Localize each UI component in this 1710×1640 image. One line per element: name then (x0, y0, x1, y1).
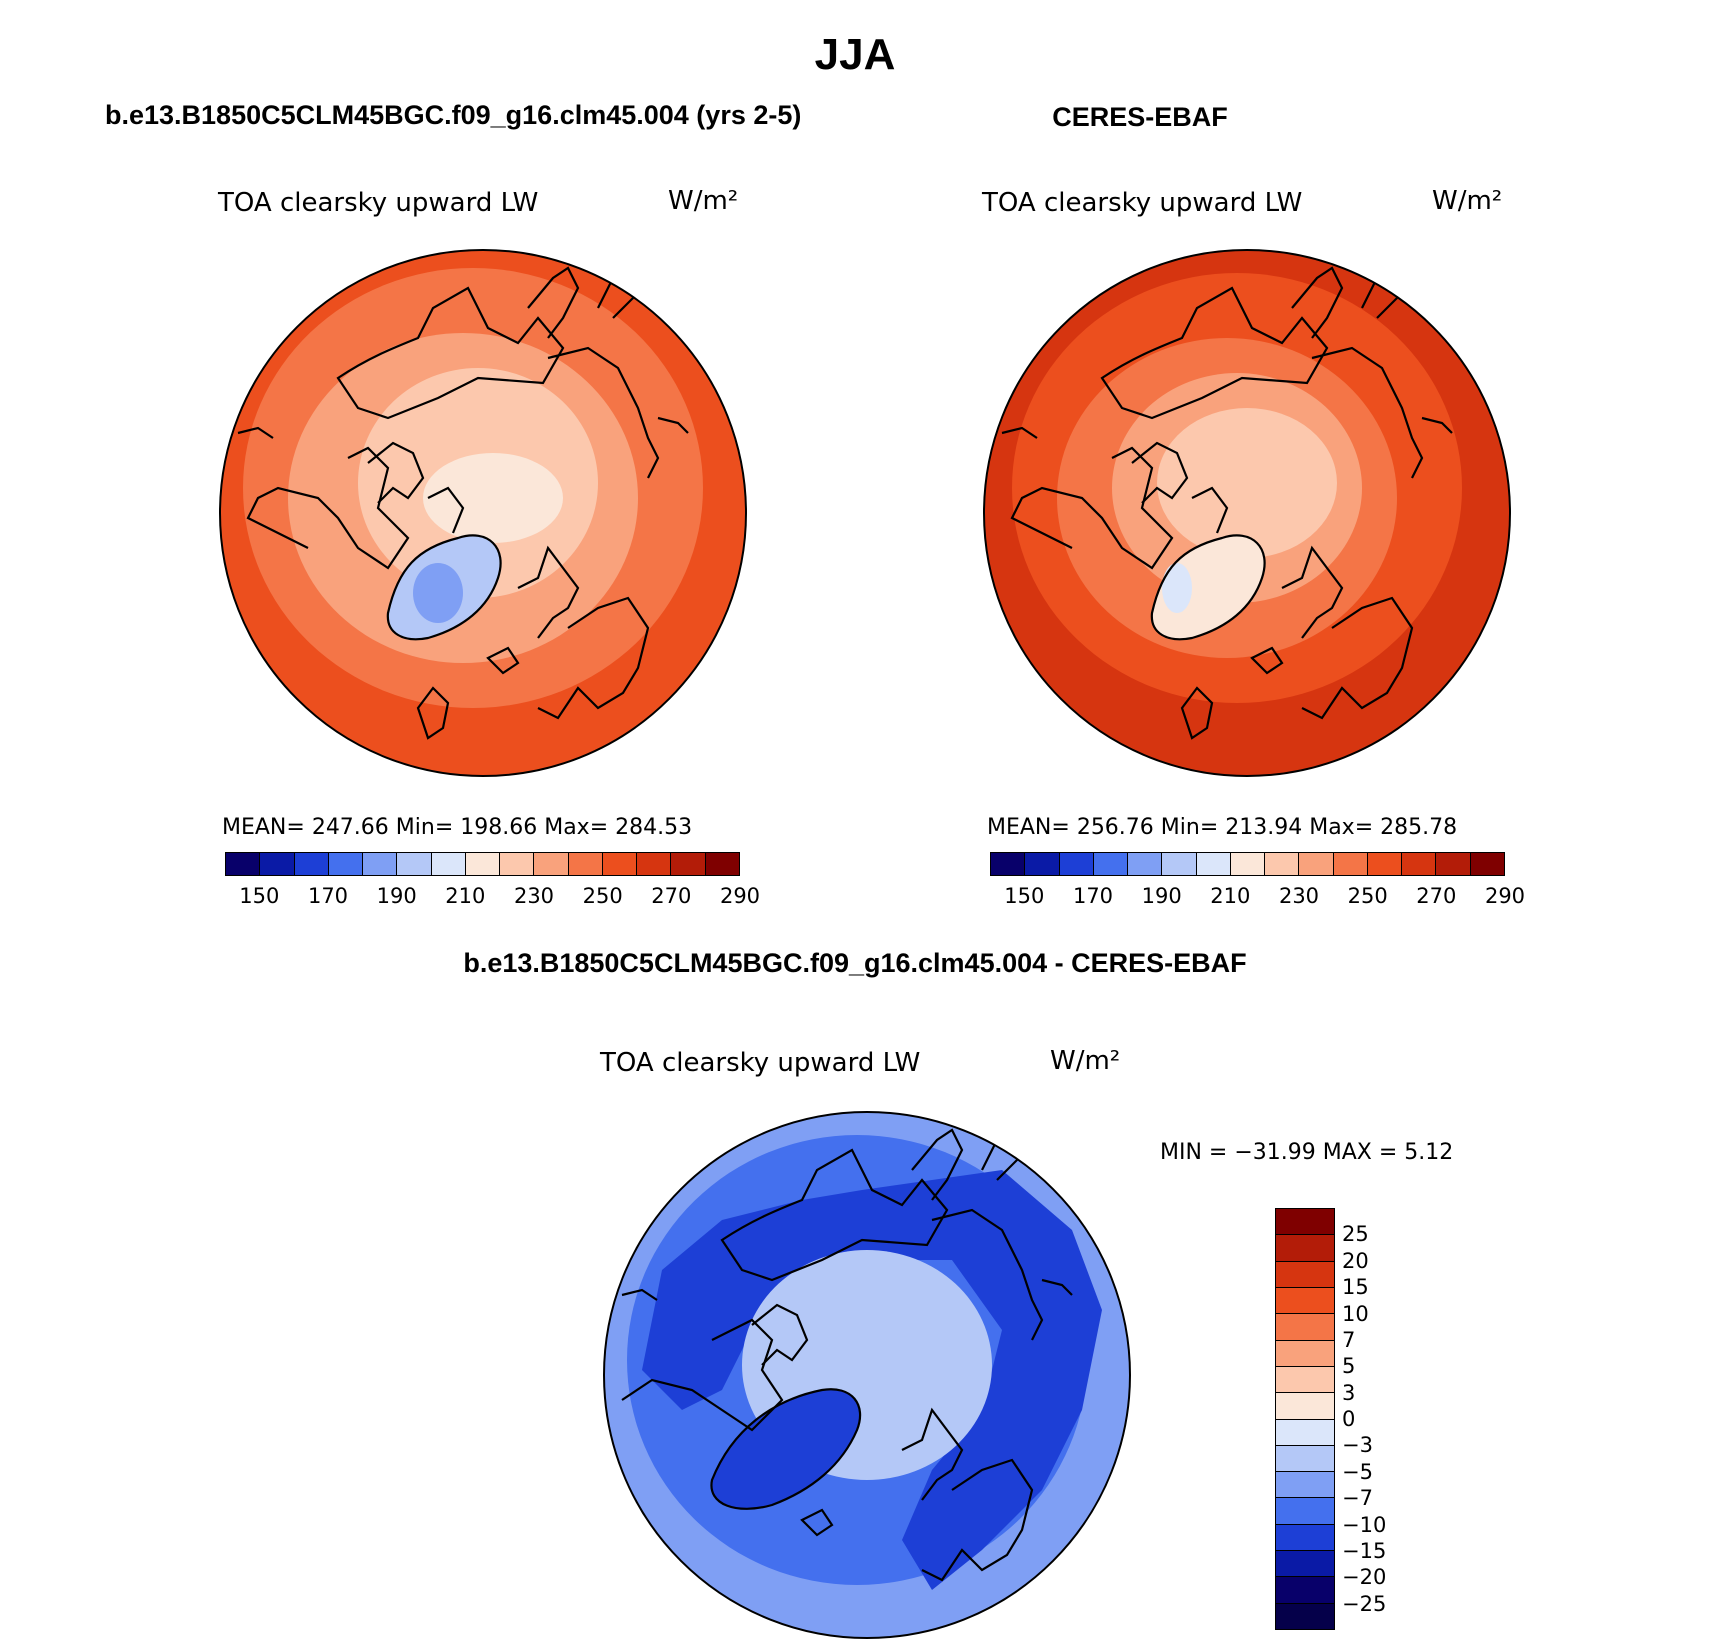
obs-colorbar (990, 852, 1505, 876)
obs-colorbar-swatch (1162, 853, 1197, 875)
diff-colorbar-tick-label: 5 (1342, 1354, 1356, 1379)
diff-colorbar-tick-label: −3 (1342, 1433, 1373, 1458)
model-colorbar-tick-label: 170 (307, 884, 349, 908)
diff-colorbar-swatch (1276, 1419, 1334, 1446)
model-polar-map (219, 249, 747, 777)
diff-colorbar-tick-label: −7 (1342, 1486, 1373, 1511)
obs-colorbar-tick-label: 250 (1347, 884, 1388, 908)
obs-colorbar-swatch (1059, 853, 1094, 875)
obs-colorbar-swatch (1470, 853, 1504, 875)
diff-colorbar-swatch (1276, 1524, 1334, 1552)
model-colorbar-swatch (671, 853, 706, 875)
model-stats: MEAN= 247.66 Min= 198.66 Max= 284.53 (222, 815, 693, 840)
diff-colorbar-tick-label: 10 (1342, 1301, 1369, 1326)
model-colorbar-labels: 150 170 190 210 230 250 270 290 (225, 884, 760, 910)
model-colorbar-swatch (431, 853, 466, 875)
model-units-label: W/m² (668, 186, 739, 216)
diff-colorbar-tick-label: 15 (1342, 1275, 1369, 1300)
diff-polar-map (603, 1111, 1131, 1639)
model-colorbar-swatch (260, 853, 295, 875)
diff-colorbar-tick-label: 20 (1342, 1248, 1369, 1273)
obs-colorbar-tick-label: 150 (1004, 884, 1045, 908)
obs-colorbar-tick-label: 270 (1416, 884, 1457, 908)
diff-colorbar-swatch (1276, 1498, 1334, 1525)
obs-stats: MEAN= 256.76 Min= 213.94 Max= 285.78 (987, 815, 1458, 840)
diff-colorbar-swatch (1276, 1261, 1334, 1288)
model-panel-header: b.e13.B1850C5CLM45BGC.f09_g16.clm45.004 … (105, 100, 802, 130)
diff-colorbar-swatch (1276, 1340, 1334, 1367)
main-title: JJA (814, 30, 896, 79)
obs-units-label: W/m² (1432, 186, 1503, 216)
model-colorbar-tick-label: 150 (239, 884, 280, 908)
diff-colorbar-swatch (1276, 1577, 1334, 1604)
model-colorbar-tick-label: 270 (651, 884, 692, 908)
diff-colorbar-swatch (1276, 1551, 1334, 1578)
diff-colorbar-tick-label: −20 (1342, 1565, 1387, 1590)
obs-colorbar-labels: 150 170 190 210 230 250 270 290 (990, 884, 1525, 910)
model-colorbar-swatch (397, 853, 432, 875)
diff-colorbar-swatch (1276, 1445, 1334, 1473)
diff-units-label: W/m² (1050, 1046, 1121, 1076)
model-colorbar-swatch (328, 853, 364, 875)
diff-variable-label: TOA clearsky upward LW (600, 1048, 921, 1078)
obs-colorbar-tick-label: 290 (1484, 884, 1526, 908)
obs-colorbar-swatch (1196, 853, 1231, 875)
obs-polar-map (983, 249, 1511, 777)
obs-colorbar-tick-label: 230 (1278, 884, 1320, 908)
diff-colorbar-tick-label: 7 (1342, 1327, 1356, 1352)
diff-colorbar-swatch (1276, 1235, 1334, 1262)
model-colorbar-swatch (568, 853, 603, 875)
diff-colorbar-tick-label: −5 (1342, 1459, 1373, 1484)
diff-colorbar-swatch (1276, 1366, 1334, 1394)
obs-colorbar-swatch (1367, 853, 1403, 875)
model-colorbar-swatch (637, 853, 672, 875)
model-colorbar-swatch (465, 853, 501, 875)
model-variable-label: TOA clearsky upward LW (218, 188, 539, 218)
model-colorbar-swatch (363, 853, 398, 875)
diff-colorbar-swatch (1276, 1603, 1334, 1629)
obs-colorbar-swatch (1093, 853, 1129, 875)
diff-colorbar-tick-label: 0 (1342, 1407, 1356, 1431)
obs-colorbar-swatch (1230, 853, 1266, 875)
diff-colorbar-tick-label: −10 (1342, 1512, 1387, 1537)
model-colorbar-tick-label: 190 (376, 884, 417, 908)
obs-colorbar-tick-label: 170 (1072, 884, 1114, 908)
diff-stats: MIN = −31.99 MAX = 5.12 (1160, 1140, 1454, 1165)
diff-colorbar-swatch (1276, 1209, 1334, 1236)
diff-colorbar-swatch (1276, 1287, 1334, 1315)
diff-colorbar-swatch (1276, 1314, 1334, 1341)
model-colorbar-swatch (294, 853, 329, 875)
diff-colorbar-tick-label: 3 (1342, 1380, 1356, 1405)
model-colorbar-swatch (705, 853, 739, 875)
obs-colorbar-swatch (1025, 853, 1060, 875)
model-colorbar-swatch (602, 853, 638, 875)
obs-panel-header: CERES-EBAF (1052, 102, 1228, 132)
obs-colorbar-swatch (1333, 853, 1368, 875)
obs-colorbar-tick-label: 210 (1210, 884, 1251, 908)
diff-colorbar-labels: 25 20 15 10 7 5 3 0 −3 −5 −7 −10 −15 −20 −25 (1342, 1208, 1412, 1630)
diff-panel-header: b.e13.B1850C5CLM45BGC.f09_g16.clm45.004 … (463, 948, 1247, 978)
model-colorbar-tick-label: 210 (445, 884, 486, 908)
model-colorbar-tick-label: 230 (513, 884, 555, 908)
obs-colorbar-swatch (991, 853, 1026, 875)
model-colorbar-swatch (534, 853, 569, 875)
obs-colorbar-swatch (1299, 853, 1334, 875)
obs-variable-label: TOA clearsky upward LW (982, 188, 1303, 218)
diff-colorbar-tick-label: −25 (1342, 1591, 1387, 1616)
diff-colorbar-swatch (1276, 1393, 1334, 1420)
diff-colorbar-tick-label: −15 (1342, 1538, 1387, 1563)
obs-colorbar-tick-label: 190 (1141, 884, 1182, 908)
obs-colorbar-swatch (1402, 853, 1437, 875)
diff-colorbar-tick-label: 25 (1342, 1222, 1369, 1247)
model-colorbar-tick-label: 290 (719, 884, 761, 908)
model-colorbar-tick-label: 250 (582, 884, 623, 908)
diff-colorbar-swatch (1276, 1472, 1334, 1499)
diff-colorbar (1275, 1208, 1335, 1630)
obs-colorbar-swatch (1265, 853, 1300, 875)
obs-colorbar-swatch (1436, 853, 1471, 875)
model-colorbar (225, 852, 740, 876)
model-colorbar-swatch (226, 853, 261, 875)
obs-colorbar-swatch (1128, 853, 1163, 875)
model-colorbar-swatch (500, 853, 535, 875)
